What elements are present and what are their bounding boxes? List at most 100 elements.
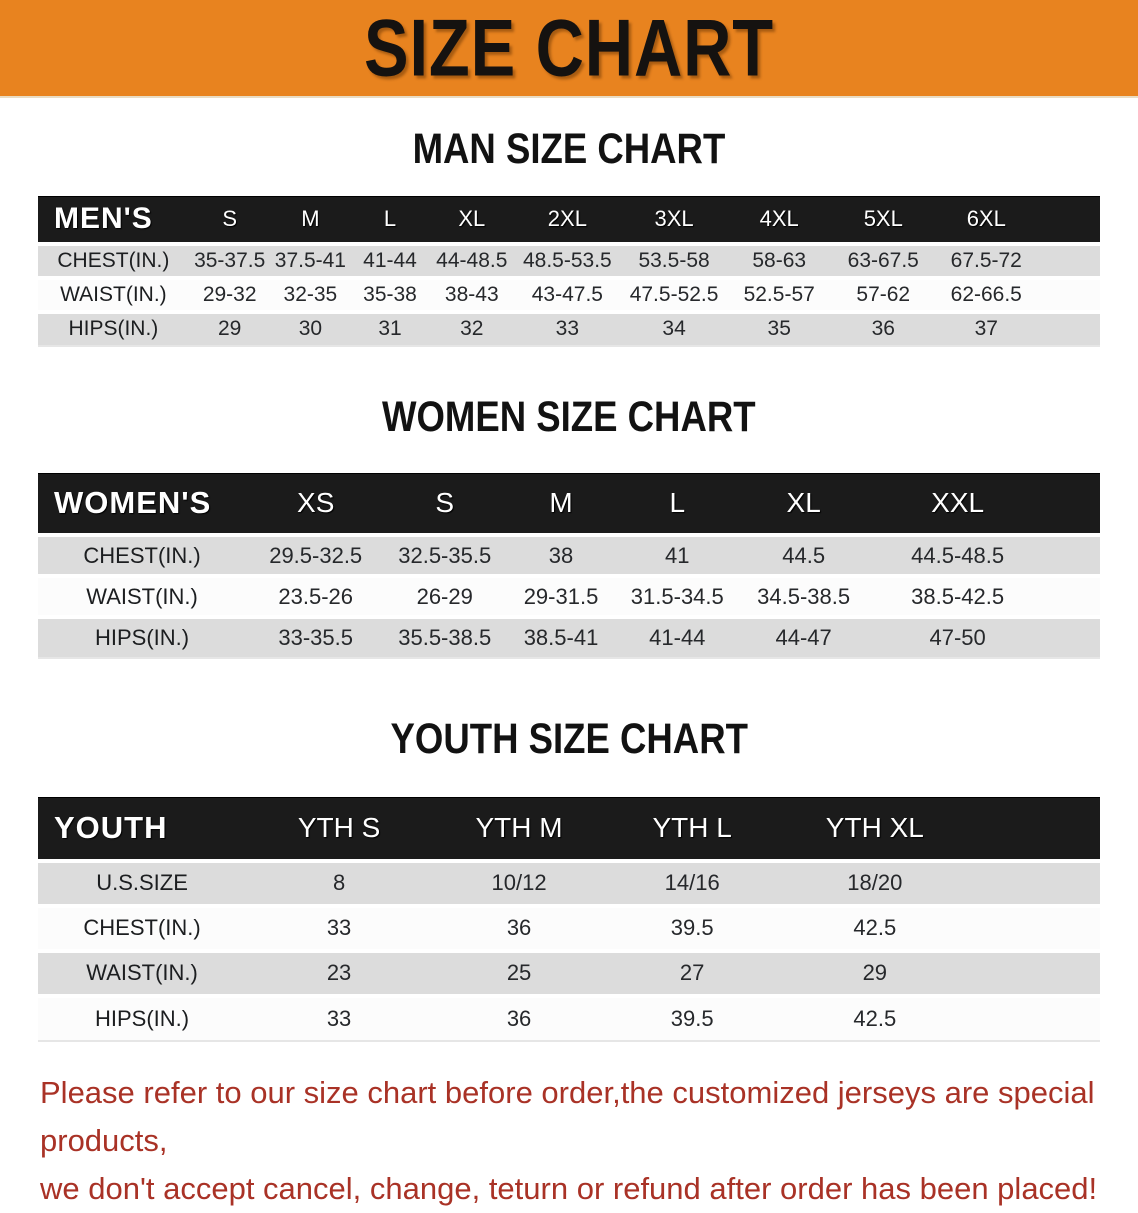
size-column-header: L (350, 196, 430, 245)
size-column-header: L (617, 472, 737, 537)
size-column-header: 3XL (620, 196, 728, 245)
measurement-row: WAIST(IN.) 29-32 32-35 35-38 38-43 43-47.5 47.… (38, 275, 1100, 312)
size-column-header: XS (246, 472, 386, 537)
size-value: 30 (270, 309, 351, 347)
size-value: 14/16 (606, 858, 779, 906)
size-column-header: YTH L (606, 797, 779, 862)
size-column-header: YTH S (246, 797, 432, 862)
size-value: 33-35.5 (246, 615, 386, 659)
spacer-cell (971, 993, 1100, 1042)
size-column-header: XXL (870, 472, 1045, 537)
women-header-row: WOMEN'S XS S M L XL XXL (38, 472, 1100, 537)
size-value: 23.5-26 (246, 574, 386, 617)
size-value: 41 (617, 533, 737, 576)
women-table-container: WOMEN'S XS S M L XL XXL CHEST(IN.) 29.5-32.5 32.… (38, 472, 1100, 659)
row-label: U.S.SIZE (38, 858, 247, 906)
measurement-row: CHEST(IN.) 29.5-32.5 32.5-35.5 38 41 44.5 44.5… (38, 533, 1100, 576)
row-label: WAIST(IN.) (38, 948, 247, 996)
measurement-row: HIPS(IN.) 33 36 39.5 42.5 (38, 993, 1100, 1042)
banner-title: SIZE CHART (363, 2, 775, 94)
size-value: 29 (188, 309, 271, 347)
size-column-header: XL (429, 196, 514, 245)
size-value: 32 (429, 309, 514, 347)
size-column-header: 5XL (831, 196, 936, 245)
disclaimer-line-1: Please refer to our size chart before or… (40, 1074, 1095, 1158)
size-value: 31.5-34.5 (617, 574, 737, 617)
size-value: 57-62 (831, 275, 936, 312)
spacer-cell (971, 797, 1100, 862)
size-value: 29-32 (188, 275, 271, 312)
size-chart-banner: SIZE CHART (0, 0, 1138, 98)
row-label: HIPS(IN.) (38, 309, 189, 347)
spacer-cell (971, 948, 1100, 996)
size-value: 34.5-38.5 (736, 574, 871, 617)
size-value: 29 (778, 948, 972, 996)
women-size-table: WOMEN'S XS S M L XL XXL CHEST(IN.) 29.5-32.5 32.… (38, 472, 1100, 659)
size-value: 34 (620, 309, 728, 347)
measurement-row: HIPS(IN.) 29 30 31 32 33 34 35 36 37 (38, 309, 1100, 347)
row-label: CHEST(IN.) (38, 533, 247, 576)
size-value: 44.5 (736, 533, 871, 576)
size-value: 47-50 (870, 615, 1045, 659)
size-value: 44-47 (736, 615, 871, 659)
size-value: 42.5 (778, 903, 972, 951)
size-value: 47.5-52.5 (620, 275, 728, 312)
man-section-heading: MAN SIZE CHART (0, 125, 1138, 174)
size-column-header: S (188, 196, 271, 245)
size-value: 29.5-32.5 (246, 533, 386, 576)
size-value: 36 (831, 309, 936, 347)
size-column-header: M (504, 472, 618, 537)
size-value: 41-44 (617, 615, 737, 659)
youth-heading-text: YOUTH SIZE CHART (390, 715, 748, 763)
size-value: 33 (246, 903, 432, 951)
size-value: 35.5-38.5 (385, 615, 505, 659)
table-title-cell: MEN'S (38, 196, 189, 245)
size-value: 63-67.5 (831, 241, 936, 278)
size-column-header: 6XL (935, 196, 1038, 245)
measurement-row: CHEST(IN.) 33 36 39.5 42.5 (38, 903, 1100, 951)
youth-header-row: YOUTH YTH S YTH M YTH L YTH XL (38, 797, 1100, 862)
order-disclaimer: Please refer to our size chart before or… (40, 1069, 1100, 1213)
man-heading-text: MAN SIZE CHART (412, 125, 726, 173)
size-column-header: S (385, 472, 505, 537)
spacer-cell (1037, 275, 1100, 312)
size-value: 35-37.5 (188, 241, 271, 278)
size-value: 33 (513, 309, 621, 347)
size-value: 36 (431, 903, 607, 951)
size-value: 37.5-41 (270, 241, 351, 278)
row-label: HIPS(IN.) (38, 615, 247, 659)
size-value: 25 (431, 948, 607, 996)
size-value: 53.5-58 (620, 241, 728, 278)
row-label: WAIST(IN.) (38, 574, 247, 617)
size-value: 29-31.5 (504, 574, 618, 617)
men-size-table: MEN'S S M L XL 2XL 3XL 4XL 5XL 6XL CHEST(IN.) 35-3… (38, 196, 1100, 347)
size-value: 18/20 (778, 858, 972, 906)
row-label: HIPS(IN.) (38, 993, 247, 1042)
spacer-cell (971, 858, 1100, 906)
size-value: 43-47.5 (513, 275, 621, 312)
size-value: 35 (727, 309, 832, 347)
row-label: WAIST(IN.) (38, 275, 189, 312)
size-value: 35-38 (350, 275, 430, 312)
size-value: 32.5-35.5 (385, 533, 505, 576)
measurement-row: WAIST(IN.) 23.5-26 26-29 29-31.5 31.5-34.5 34… (38, 574, 1100, 617)
size-column-header: YTH M (431, 797, 607, 862)
spacer-cell (1044, 574, 1100, 617)
youth-size-table: YOUTH YTH S YTH M YTH L YTH XL U.S.SIZE 8 10/1… (38, 797, 1100, 1042)
measurement-row: U.S.SIZE 8 10/12 14/16 18/20 (38, 858, 1100, 906)
men-header-row: MEN'S S M L XL 2XL 3XL 4XL 5XL 6XL (38, 196, 1100, 245)
youth-table-container: YOUTH YTH S YTH M YTH L YTH XL U.S.SIZE 8 10/1… (38, 797, 1100, 1042)
size-value: 39.5 (606, 993, 779, 1042)
spacer-cell (1037, 241, 1100, 278)
size-value: 62-66.5 (935, 275, 1038, 312)
size-value: 58-63 (727, 241, 832, 278)
size-value: 10/12 (431, 858, 607, 906)
measurement-row: WAIST(IN.) 23 25 27 29 (38, 948, 1100, 996)
size-value: 38.5-41 (504, 615, 618, 659)
table-title-cell: YOUTH (38, 797, 247, 862)
men-table-container: MEN'S S M L XL 2XL 3XL 4XL 5XL 6XL CHEST(IN.) 35-3… (38, 196, 1100, 347)
measurement-row: HIPS(IN.) 33-35.5 35.5-38.5 38.5-41 41-44 44-… (38, 615, 1100, 659)
size-value: 42.5 (778, 993, 972, 1042)
row-label: CHEST(IN.) (38, 903, 247, 951)
size-column-header: YTH XL (778, 797, 972, 862)
